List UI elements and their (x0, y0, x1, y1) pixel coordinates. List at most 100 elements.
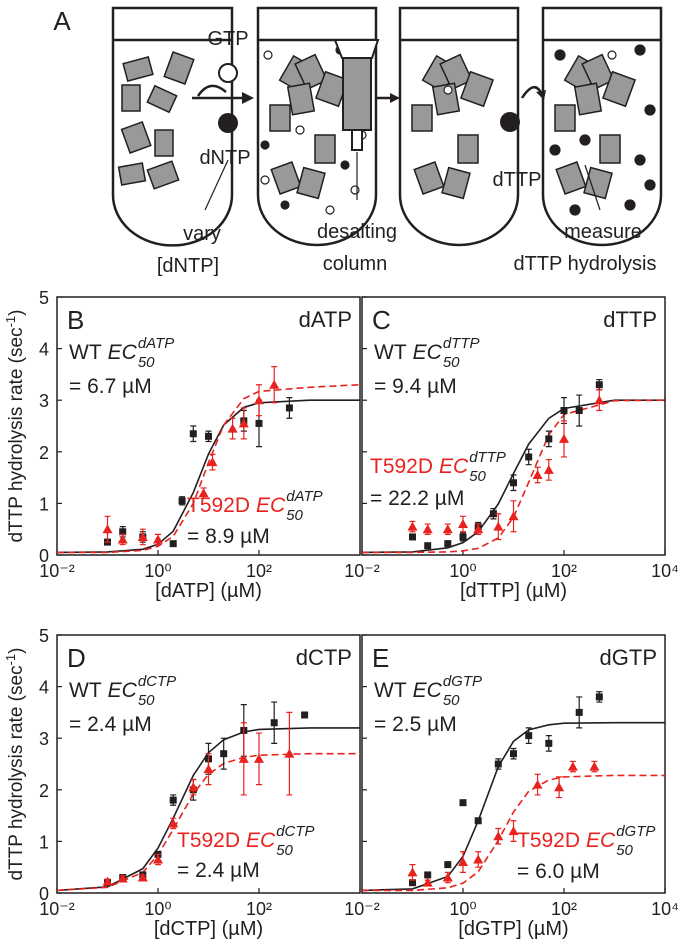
point (459, 533, 467, 541)
point (203, 764, 214, 774)
annotation-sub: 50 (443, 692, 460, 709)
vary-conc-label: [dNTP] (157, 255, 219, 277)
point (510, 750, 517, 758)
point (543, 464, 554, 474)
x-tick-label: 10² (551, 899, 577, 919)
point (594, 395, 605, 405)
point (458, 857, 468, 867)
point (422, 877, 433, 887)
chart: 0 1 2 3 4 5 10⁻² 10⁰ 10²[dCTP] (µM) dTTP hydrolys… (3, 626, 361, 940)
point (508, 826, 519, 836)
panel-letter: E (372, 643, 389, 673)
point (153, 534, 163, 544)
point (473, 524, 484, 534)
annotation-prefix: T592D (370, 455, 433, 478)
point (545, 435, 553, 443)
y-axis-label-text: dTTP hydrolysis rate (sec (6, 327, 27, 542)
annotation-value: = 2.5 µM (374, 713, 457, 736)
annotation: T592D EC (517, 829, 616, 852)
fit-curve (361, 721, 665, 892)
point (284, 748, 295, 758)
point (444, 861, 452, 869)
point (169, 796, 177, 804)
column-label: column (323, 253, 387, 275)
x-axis-label: [dATP] (µM) (155, 580, 262, 602)
point (254, 753, 264, 763)
panel-label: dCTP (296, 645, 352, 670)
proteins (117, 51, 637, 200)
point (424, 542, 432, 550)
fit-curve (361, 399, 665, 554)
point (575, 407, 583, 415)
point (489, 510, 497, 518)
annotation-sub: 50 (443, 354, 460, 371)
annotation-sub: 50 (138, 692, 155, 709)
point (407, 521, 418, 531)
point (458, 519, 468, 529)
annotation-ec: EC (586, 829, 616, 852)
annotation: WT EC (69, 679, 138, 702)
point (589, 761, 600, 771)
point (220, 750, 228, 758)
point (153, 854, 163, 864)
point (255, 419, 263, 427)
point (532, 470, 543, 480)
panel-letter: A (53, 6, 71, 36)
x-tick-label: 10⁴ (651, 899, 679, 919)
point (595, 693, 603, 701)
point (178, 497, 186, 505)
dntp-label: dNTP (199, 147, 250, 169)
y-tick-label: 5 (39, 626, 49, 646)
point (442, 524, 453, 534)
dttp-label: dTTP (493, 169, 542, 191)
y-axis-label: dTTP hydrolysis rate (sec-1) (3, 648, 27, 881)
annotation-ec: EC (246, 829, 276, 852)
annotation: T592D EC (177, 829, 276, 852)
point (508, 511, 519, 521)
annotation: T592D EC (187, 494, 286, 517)
point (102, 876, 113, 886)
point (238, 418, 249, 428)
x-axis-label: [dTTP] (µM) (460, 580, 567, 602)
x-tick-label: 10⁰ (449, 561, 476, 581)
panel-letter: C (372, 305, 391, 335)
x-tick-label: 10⁻² (344, 561, 380, 581)
y-tick-label: 2 (39, 443, 49, 463)
point (301, 711, 309, 719)
point (525, 732, 533, 740)
annotation-prefix: T592D (517, 829, 580, 852)
panel-label: dATP (299, 307, 352, 332)
arrowheads (242, 90, 546, 104)
fit-curve (57, 383, 361, 554)
point (424, 871, 432, 879)
annotation-sup: dCTP (138, 673, 176, 690)
annotation-sup: dTTP (469, 449, 506, 466)
point (168, 818, 179, 828)
point (285, 404, 293, 412)
annotation-sup: dGTP (616, 823, 655, 840)
point (554, 782, 565, 792)
schematic: A (53, 6, 663, 277)
panel-label: dGTP (600, 645, 657, 670)
x-tick-label: 10⁰ (449, 899, 476, 919)
annotation-sub: 50 (469, 468, 486, 485)
point (119, 528, 127, 536)
point (493, 521, 504, 531)
point (189, 430, 197, 438)
point (198, 488, 209, 498)
y-tick-label: 4 (39, 678, 49, 698)
point (567, 761, 578, 771)
desalting-label: desalting (317, 221, 397, 243)
point (575, 708, 583, 716)
fit-curve (56, 727, 360, 892)
x-tick-label: 10⁻² (344, 899, 380, 919)
annotation-prefix: T592D (177, 829, 240, 852)
panel-letter: D (67, 643, 86, 673)
point (442, 872, 453, 882)
point (559, 433, 569, 443)
x-tick-label: 10² (551, 561, 577, 581)
gtp-label: GTP (207, 28, 248, 50)
y-axis-label-text: dTTP hydrolysis rate (sec (6, 665, 27, 880)
x-axis-label: [dCTP] (µM) (154, 918, 263, 940)
